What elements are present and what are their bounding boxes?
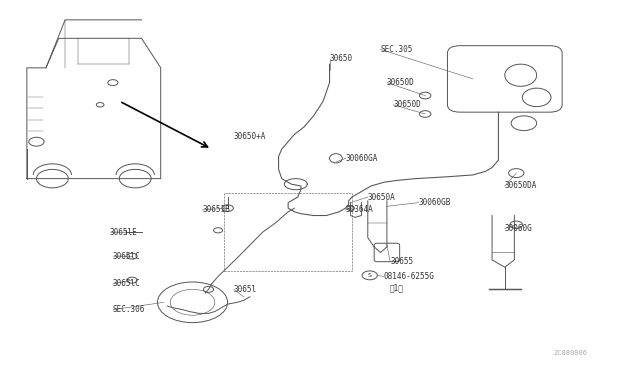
Text: 3065lC: 3065lC xyxy=(113,279,141,288)
Text: 30060G: 30060G xyxy=(505,224,532,233)
Text: 30651B: 30651B xyxy=(202,205,230,215)
Text: 30655: 30655 xyxy=(390,257,413,266)
Text: SEC.306: SEC.306 xyxy=(113,305,145,314)
Text: （1）: （1） xyxy=(390,283,404,292)
Text: 30060GB: 30060GB xyxy=(419,198,451,207)
Text: 30650A: 30650A xyxy=(368,193,396,202)
Text: S: S xyxy=(368,273,372,278)
Text: 30650D: 30650D xyxy=(394,100,421,109)
Text: 30650DA: 30650DA xyxy=(505,182,537,190)
Text: 2C080006: 2C080006 xyxy=(554,350,588,356)
Text: 3065l: 3065l xyxy=(234,285,257,294)
Text: 3065lC: 3065lC xyxy=(113,251,141,261)
Text: 30650: 30650 xyxy=(330,54,353,63)
Text: 30060GA: 30060GA xyxy=(346,154,378,163)
Text: 08146-6255G: 08146-6255G xyxy=(384,272,435,281)
Text: 30650D: 30650D xyxy=(387,78,415,87)
Text: 3065lE: 3065lE xyxy=(109,228,138,237)
Text: 30650+A: 30650+A xyxy=(234,132,266,141)
Text: 30364A: 30364A xyxy=(346,205,373,215)
Text: SEC.305: SEC.305 xyxy=(381,45,413,54)
